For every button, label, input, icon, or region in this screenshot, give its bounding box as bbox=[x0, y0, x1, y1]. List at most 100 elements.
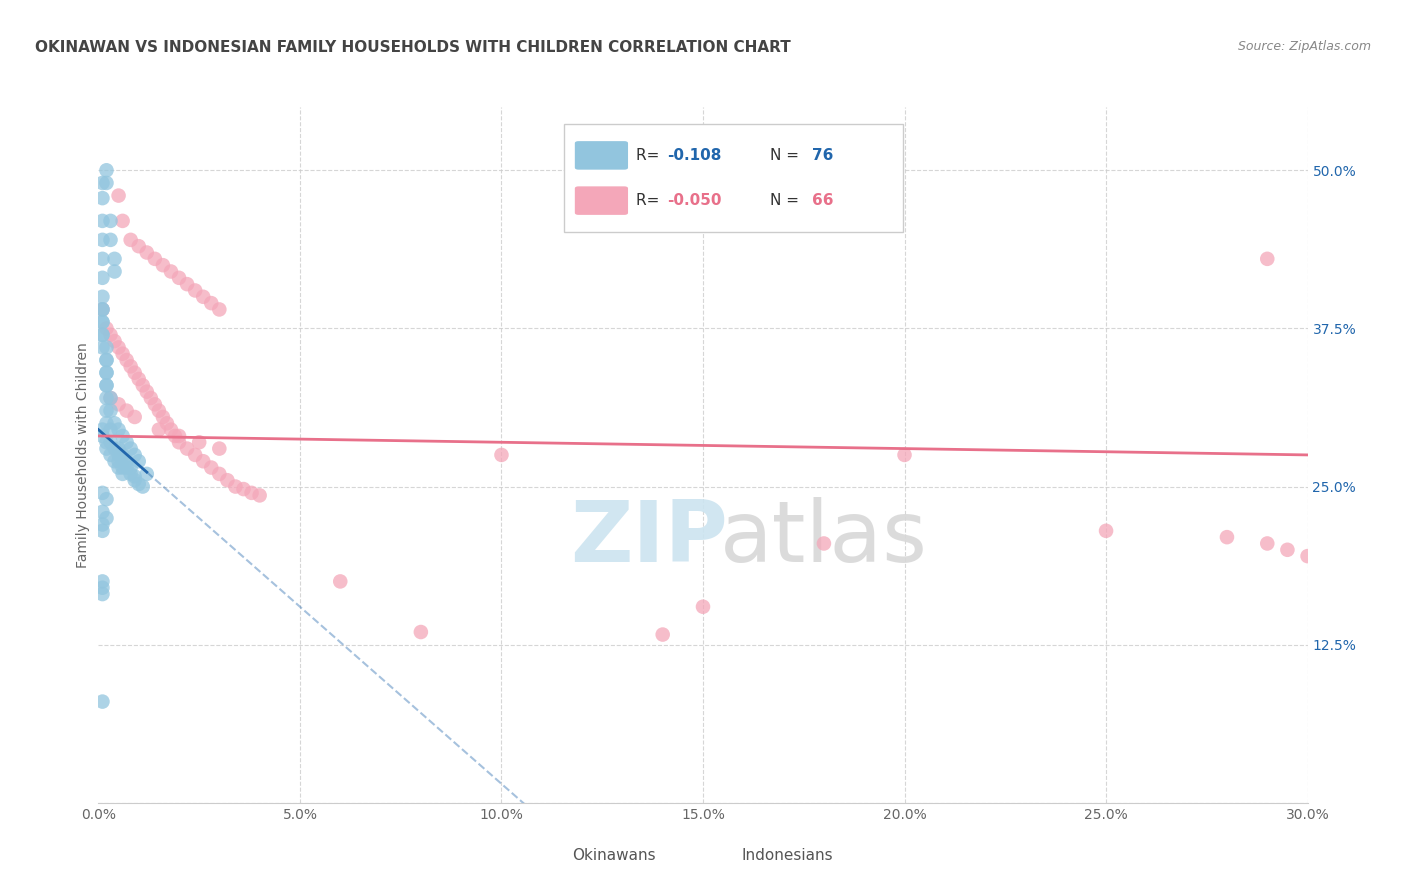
Y-axis label: Family Households with Children: Family Households with Children bbox=[76, 342, 90, 568]
Point bbox=[96, 403, 118, 417]
Point bbox=[96, 353, 118, 368]
Point bbox=[100, 327, 122, 342]
Point bbox=[91, 315, 114, 329]
Point bbox=[96, 366, 118, 380]
Point bbox=[100, 403, 122, 417]
Point bbox=[111, 214, 134, 228]
Point bbox=[96, 435, 118, 450]
Point bbox=[107, 423, 129, 437]
Point bbox=[91, 423, 114, 437]
Point bbox=[96, 340, 118, 354]
Point bbox=[1277, 542, 1299, 557]
Text: Source: ZipAtlas.com: Source: ZipAtlas.com bbox=[1237, 40, 1371, 54]
Point bbox=[107, 340, 129, 354]
Text: Okinawans: Okinawans bbox=[572, 848, 657, 863]
Point bbox=[91, 290, 114, 304]
FancyBboxPatch shape bbox=[693, 844, 734, 868]
Text: 66: 66 bbox=[811, 193, 834, 208]
Point bbox=[96, 417, 118, 431]
Point bbox=[111, 429, 134, 443]
Point bbox=[128, 454, 150, 468]
Point bbox=[115, 403, 138, 417]
FancyBboxPatch shape bbox=[564, 124, 903, 232]
Point bbox=[91, 524, 114, 538]
Point bbox=[128, 372, 150, 386]
Point bbox=[100, 423, 122, 437]
FancyBboxPatch shape bbox=[575, 141, 628, 169]
Point bbox=[91, 327, 114, 342]
Point bbox=[200, 460, 222, 475]
Point bbox=[124, 473, 146, 487]
Point bbox=[124, 469, 146, 483]
Point bbox=[148, 403, 170, 417]
Point bbox=[156, 417, 179, 431]
Text: N =: N = bbox=[769, 193, 803, 208]
Point bbox=[96, 391, 118, 405]
Point bbox=[143, 397, 166, 411]
Point bbox=[96, 511, 118, 525]
Point bbox=[176, 442, 198, 456]
Point bbox=[96, 163, 118, 178]
Point bbox=[111, 454, 134, 468]
Point bbox=[103, 334, 125, 348]
Point bbox=[1296, 549, 1319, 563]
Point bbox=[100, 233, 122, 247]
Point bbox=[91, 695, 114, 709]
Point bbox=[128, 239, 150, 253]
Text: N =: N = bbox=[769, 147, 803, 162]
Point bbox=[167, 435, 190, 450]
Point bbox=[111, 347, 134, 361]
Point bbox=[111, 460, 134, 475]
Point bbox=[111, 448, 134, 462]
Point bbox=[91, 252, 114, 266]
Point bbox=[813, 536, 835, 550]
Point bbox=[100, 214, 122, 228]
Point bbox=[115, 353, 138, 368]
Point bbox=[100, 448, 122, 462]
Point bbox=[224, 479, 246, 493]
Point bbox=[188, 435, 211, 450]
Point bbox=[96, 442, 118, 456]
Point bbox=[208, 302, 231, 317]
Point bbox=[91, 233, 114, 247]
Point bbox=[120, 233, 142, 247]
Text: R=: R= bbox=[637, 147, 665, 162]
Point bbox=[107, 188, 129, 202]
Point bbox=[91, 327, 114, 342]
Point bbox=[107, 454, 129, 468]
Point bbox=[132, 378, 155, 392]
Text: -0.050: -0.050 bbox=[666, 193, 721, 208]
Point bbox=[240, 486, 263, 500]
Point bbox=[115, 460, 138, 475]
Point bbox=[103, 442, 125, 456]
Point bbox=[120, 460, 142, 475]
FancyBboxPatch shape bbox=[575, 186, 628, 215]
Point bbox=[651, 627, 673, 641]
Point bbox=[91, 214, 114, 228]
Point bbox=[96, 353, 118, 368]
Point bbox=[107, 448, 129, 462]
Point bbox=[115, 454, 138, 468]
Text: Indonesians: Indonesians bbox=[742, 848, 834, 863]
Point bbox=[167, 429, 190, 443]
Point bbox=[160, 264, 183, 278]
Point bbox=[91, 587, 114, 601]
Point bbox=[91, 486, 114, 500]
Text: R=: R= bbox=[637, 193, 665, 208]
Point bbox=[491, 448, 513, 462]
Point bbox=[100, 391, 122, 405]
Point bbox=[893, 448, 915, 462]
Point bbox=[208, 442, 231, 456]
Point bbox=[91, 191, 114, 205]
Text: -0.108: -0.108 bbox=[666, 147, 721, 162]
Point bbox=[100, 391, 122, 405]
Point bbox=[152, 409, 174, 424]
Point bbox=[1256, 536, 1278, 550]
Point bbox=[193, 290, 215, 304]
Point bbox=[91, 302, 114, 317]
Point bbox=[152, 258, 174, 272]
Point bbox=[91, 302, 114, 317]
Point bbox=[1095, 524, 1118, 538]
Point bbox=[91, 517, 114, 532]
Point bbox=[1256, 252, 1278, 266]
